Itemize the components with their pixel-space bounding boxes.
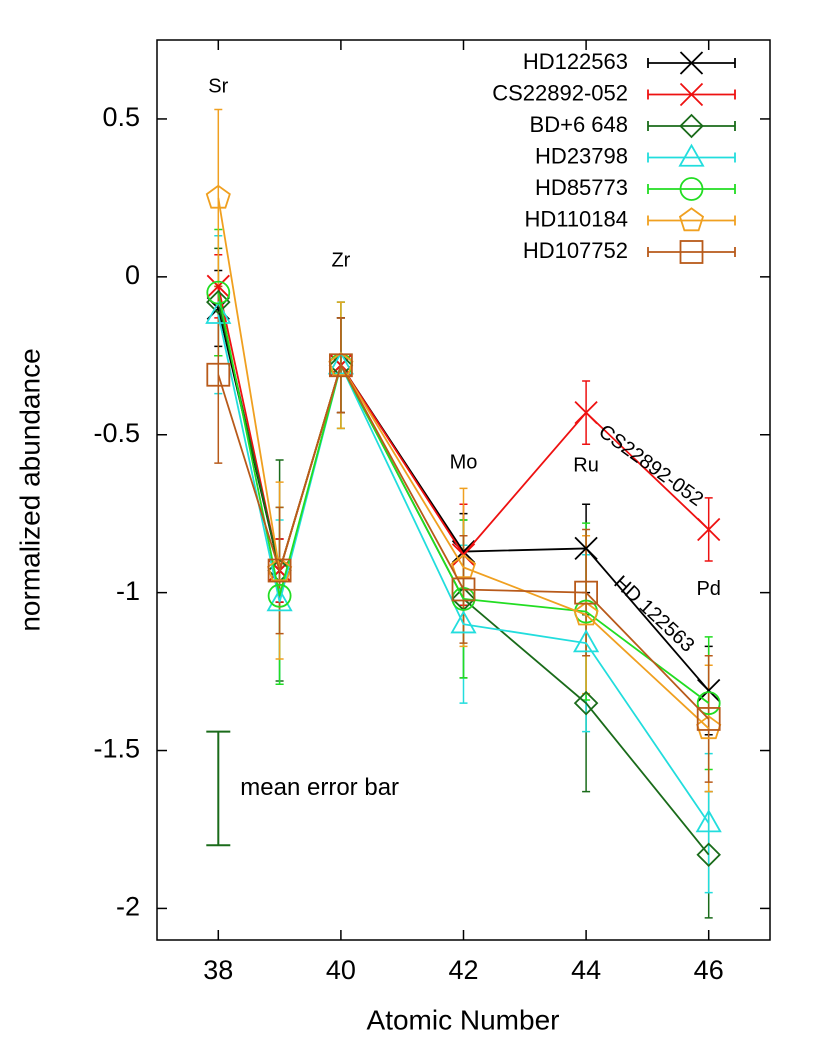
marker — [574, 580, 598, 605]
marker — [206, 289, 231, 315]
legend-line — [647, 247, 736, 257]
mean-error-bar-label: mean error bar — [240, 774, 399, 801]
x-tick-label: 46 — [694, 955, 724, 985]
y-tick-label: -1.5 — [93, 734, 140, 764]
annotation: HD 122563 — [610, 572, 699, 657]
marker — [696, 842, 721, 868]
legend-marker — [679, 51, 704, 75]
y-tick-label: 0.5 — [102, 102, 140, 132]
series-line — [217, 292, 710, 704]
marker — [328, 353, 353, 378]
marker — [573, 690, 599, 716]
legend-marker — [678, 207, 705, 232]
legend-marker — [679, 240, 704, 264]
marker — [573, 629, 600, 653]
legend: HD122563 CS22892-052 BD+6 648 HD23798 HD8577… — [492, 49, 736, 263]
legend-line — [647, 215, 736, 226]
marker — [327, 351, 354, 375]
legend-label: HD122563 — [523, 49, 628, 74]
legend-label: HD85773 — [535, 175, 628, 200]
marker — [696, 707, 721, 731]
series-line — [217, 314, 710, 824]
y-tick-label: -2 — [116, 892, 140, 922]
legend-label: HD110184 — [524, 206, 628, 231]
marker — [206, 362, 231, 387]
marker — [696, 691, 721, 716]
legend-marker — [679, 177, 704, 201]
legend-line — [647, 152, 736, 163]
y-axis-title: normalized abundance — [14, 348, 45, 631]
marker — [573, 601, 599, 626]
x-tick-label: 44 — [571, 955, 601, 985]
mean-error-bar — [206, 730, 231, 847]
marker — [267, 558, 292, 583]
series-line — [217, 197, 710, 730]
marker — [267, 583, 292, 608]
annotation: Pd — [696, 578, 720, 600]
legend-line — [647, 184, 736, 194]
legend-label: CS22892-052 — [492, 80, 628, 105]
legend-label: HD23798 — [535, 143, 628, 168]
marker — [450, 554, 477, 579]
marker — [697, 517, 721, 542]
marker — [450, 610, 477, 634]
marker — [206, 280, 231, 305]
y-tick-label: 0 — [125, 260, 140, 290]
marker — [205, 184, 231, 209]
annotation: Sr — [208, 76, 228, 98]
legend-line — [647, 121, 736, 131]
marker — [696, 715, 722, 740]
marker — [574, 536, 598, 561]
x-tick-label: 42 — [448, 955, 478, 985]
annotation: Mo — [450, 451, 478, 473]
x-axis-title: Atomic Number — [367, 1004, 560, 1035]
annotation: CS22892-052 — [594, 421, 707, 511]
marker — [205, 300, 232, 324]
y-tick-label: -1 — [116, 576, 140, 606]
x-tick-label: 38 — [203, 955, 233, 985]
legend-marker — [679, 113, 704, 139]
marker — [574, 400, 598, 425]
marker — [451, 577, 476, 602]
marker — [328, 352, 354, 376]
y-tick-label: -0.5 — [93, 418, 140, 448]
series-line — [217, 362, 710, 720]
legend-label: BD+6 648 — [530, 112, 628, 137]
legend-label: HD107752 — [523, 238, 628, 263]
annotation: Ru — [573, 455, 599, 477]
marker — [206, 274, 230, 298]
marker — [695, 809, 722, 833]
x-tick-label: 40 — [326, 955, 356, 985]
marker — [266, 588, 293, 612]
annotation: Zr — [331, 249, 350, 271]
legend-marker — [678, 143, 705, 167]
marker — [267, 557, 293, 582]
legend-marker — [679, 82, 704, 107]
